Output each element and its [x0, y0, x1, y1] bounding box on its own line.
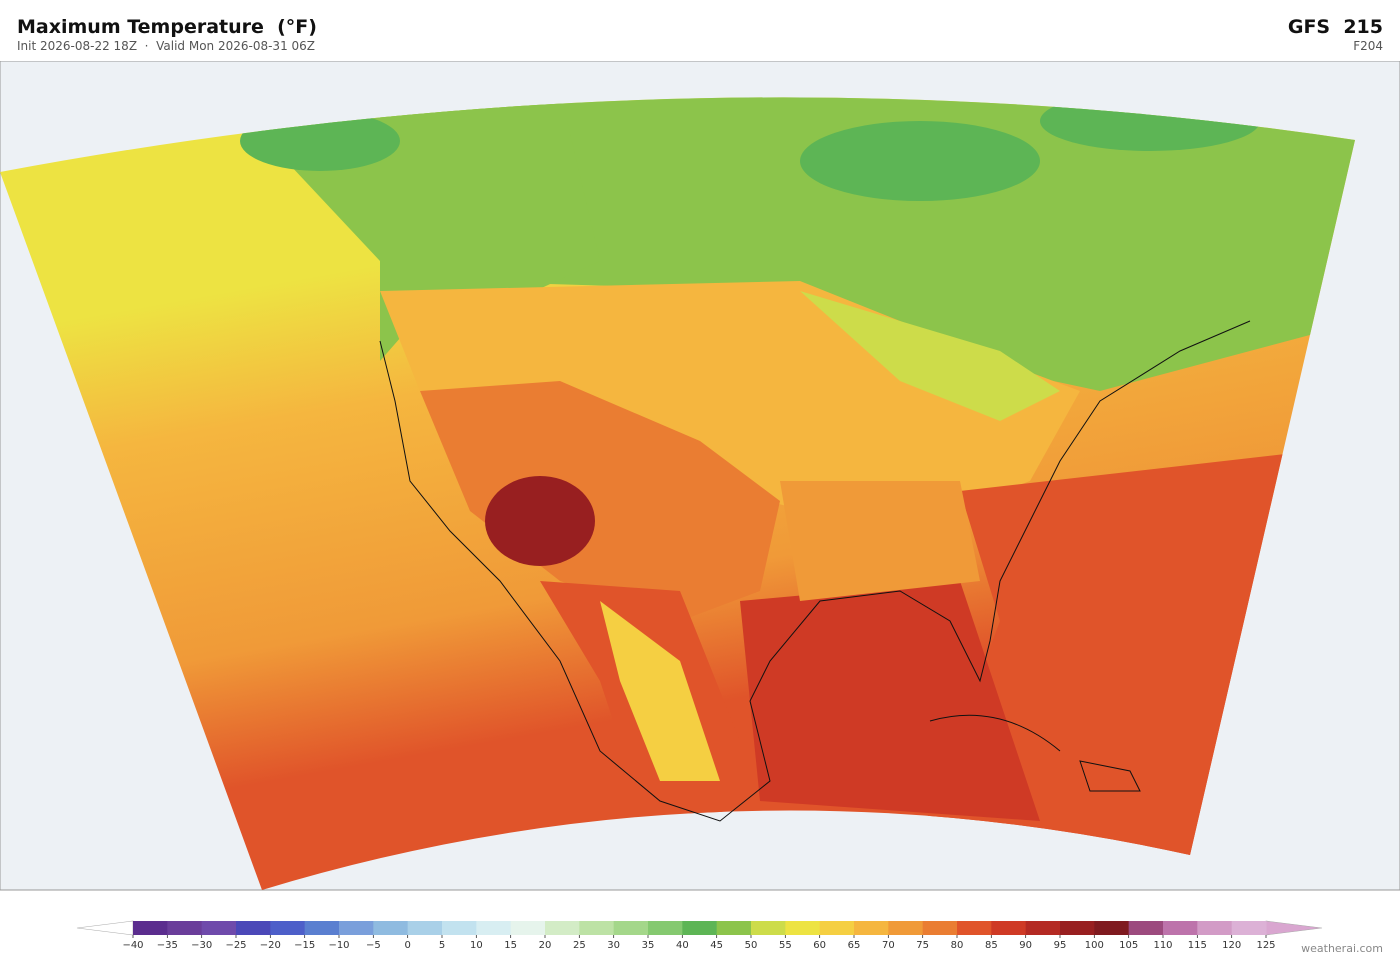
- colorbar-tick-label: 95: [1054, 940, 1067, 951]
- colorbar-tick-label: 50: [745, 940, 758, 951]
- colorbar-segment: [579, 921, 615, 935]
- colorbar-tick-label: −10: [328, 940, 349, 951]
- colorbar-segment: [373, 921, 409, 935]
- colorbar-tick-label: 105: [1119, 940, 1138, 951]
- colorbar-segment: [339, 921, 374, 935]
- colorbar-segment: [1025, 921, 1061, 935]
- colorbar-tick-label: 35: [642, 940, 655, 951]
- colorbar-segment: [888, 921, 924, 935]
- colorbar-tick-label: −30: [191, 940, 212, 951]
- colorbar-segment: [785, 921, 821, 935]
- map-subtitle: Init 2026-08-22 18Z · Valid Mon 2026-08-…: [17, 39, 316, 53]
- colorbar-tick-label: 0: [404, 940, 410, 951]
- colorbar-tick-label: −5: [366, 940, 381, 951]
- colorbar-segment: [922, 921, 958, 935]
- colorbar-segment: [1060, 921, 1095, 935]
- colorbar-tick-label: −25: [225, 940, 246, 951]
- colorbar-segment: [1231, 921, 1267, 935]
- map-title: Maximum Temperature (°F): [17, 16, 317, 38]
- coastlines: [379, 320, 1251, 822]
- colorbar-segment: [476, 921, 512, 935]
- colorbar-tick-label: 10: [470, 940, 483, 951]
- colorbar-segment: [442, 921, 477, 935]
- colorbar-tick-label: −20: [260, 940, 281, 951]
- colorbar-tick-label: 90: [1019, 940, 1032, 951]
- colorbar-segment: [545, 921, 580, 935]
- colorbar-segment: [236, 921, 271, 935]
- colorbar-segment: [304, 921, 340, 935]
- colorbar-tick-label: 65: [848, 940, 861, 951]
- colorbar-tick-label: 5: [439, 940, 445, 951]
- colorbar-tick-label: 15: [504, 940, 517, 951]
- credit: weatherai.com: [1301, 942, 1383, 955]
- colorbar-segment: [201, 921, 237, 935]
- colorbar-tick-label: 55: [779, 940, 792, 951]
- colorbar-segment: [819, 921, 855, 935]
- colorbar-tick-label: 20: [539, 940, 552, 951]
- colorbar-segment: [716, 921, 752, 935]
- colorbar-tick-label: 30: [607, 940, 620, 951]
- colorbar-segment: [957, 921, 992, 935]
- colorbar-tick-label: 40: [676, 940, 689, 951]
- colorbar-tick-label: −35: [157, 940, 178, 951]
- colorbar-segment: [613, 921, 649, 935]
- colorbar-tick-label: −15: [294, 940, 315, 951]
- colorbar-tick-label: 70: [882, 940, 895, 951]
- colorbar-segment: [1197, 921, 1233, 935]
- colorbar-tick-label: 110: [1153, 940, 1172, 951]
- colorbar-segment: [1128, 921, 1164, 935]
- temperature-field: [0, 97, 1355, 890]
- colorbar-tick-label: 115: [1188, 940, 1207, 951]
- colorbar-tick-label: −40: [122, 940, 143, 951]
- colorbar-tick-label: 125: [1256, 940, 1275, 951]
- colorbar-segment: [510, 921, 546, 935]
- forecast-hour: F204: [1353, 39, 1383, 53]
- colorbar-segment: [167, 921, 203, 935]
- colorbar-over: [1265, 920, 1323, 936]
- colorbar-tick-label: 45: [710, 940, 723, 951]
- colorbar-segment: [270, 921, 306, 935]
- colorbar-segment: [133, 921, 168, 935]
- colorbar-tick-label: 75: [916, 940, 929, 951]
- colorbar-segment: [648, 921, 683, 935]
- colorbar-segment: [991, 921, 1027, 935]
- colorbar-segment: [1094, 921, 1130, 935]
- colorbar-tick-label: 85: [985, 940, 998, 951]
- colorbar: −40 −35 −30 −25 −20 −15 −10 −5 0 5 10 15 20 25 30 35 40 4…: [76, 920, 1323, 951]
- colorbar-tick-label: 25: [573, 940, 586, 951]
- model-name: GFS 215: [1287, 16, 1383, 38]
- colorbar-tick-label: 80: [951, 940, 964, 951]
- colorbar-segment: [751, 921, 786, 935]
- colorbar-segment: [682, 921, 718, 935]
- colorbar-tick-label: 60: [813, 940, 826, 951]
- colorbar-segment: [407, 921, 443, 935]
- colorbar-segment: [854, 921, 889, 935]
- colorbar-tick-label: 100: [1085, 940, 1104, 951]
- colorbar-segment: [1163, 921, 1198, 935]
- colorbar-under: [76, 920, 134, 936]
- colorbar-tick-label: 120: [1222, 940, 1241, 951]
- map: [0, 61, 1400, 891]
